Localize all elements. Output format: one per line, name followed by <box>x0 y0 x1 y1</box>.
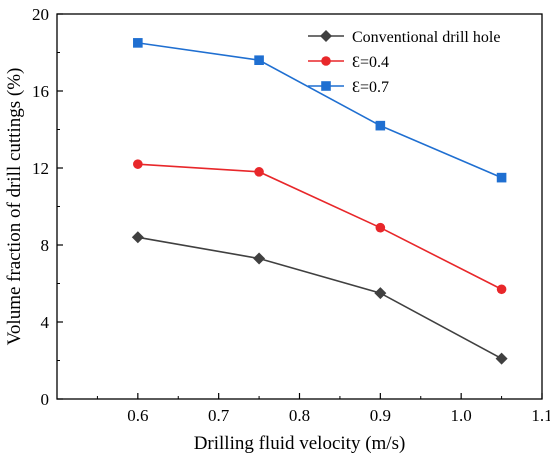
data-point <box>375 222 386 233</box>
series-1 <box>131 231 508 365</box>
data-point <box>131 231 144 244</box>
legend-item: Conventional drill hole <box>308 29 500 46</box>
data-point <box>496 172 507 183</box>
legend-label: Conventional drill hole <box>352 29 500 46</box>
legend-marker <box>321 81 331 91</box>
series-group <box>131 38 508 365</box>
x-tick-label: 0.6 <box>127 406 148 425</box>
data-point <box>253 252 266 265</box>
series-line <box>137 236 502 360</box>
legend-marker <box>320 30 332 42</box>
x-tick-label: 0.8 <box>289 406 310 425</box>
legend-label: Ɛ=0.4 <box>352 54 389 71</box>
legend-label: Ɛ=0.7 <box>352 79 389 96</box>
x-tick-label: 0.7 <box>208 406 230 425</box>
series-line <box>137 163 502 290</box>
y-tick-label: 8 <box>41 236 50 255</box>
y-tick-label: 20 <box>32 5 49 24</box>
x-tick-label: 1.0 <box>451 406 472 425</box>
data-point <box>133 38 143 48</box>
series-line <box>137 42 502 179</box>
y-axis-title: Volume fraction of drill cuttings (%) <box>4 68 25 346</box>
x-tick-label: 1.1 <box>531 406 550 425</box>
data-point <box>495 352 508 365</box>
data-point <box>375 120 386 131</box>
data-point <box>374 287 387 300</box>
series-3 <box>133 38 507 183</box>
legend-item: Ɛ=0.7 <box>308 79 389 96</box>
legend: Conventional drill hole Ɛ=0.4 Ɛ=0.7 <box>308 29 500 96</box>
y-tick-label: 4 <box>41 313 50 332</box>
y-tick-label: 0 <box>41 390 50 409</box>
data-point <box>254 55 264 65</box>
legend-marker <box>321 56 331 66</box>
series-2 <box>133 159 507 295</box>
y-tick-label: 16 <box>32 82 49 101</box>
data-point <box>133 159 143 169</box>
data-point <box>496 284 507 295</box>
legend-item: Ɛ=0.4 <box>308 54 389 71</box>
y-tick-label: 12 <box>32 159 49 178</box>
data-point <box>254 167 264 177</box>
x-axis-title: Drilling fluid velocity (m/s) <box>194 433 406 454</box>
x-tick-label: 0.9 <box>370 406 391 425</box>
axis-ticks: 0.6 0.7 0.8 0.9 1.0 1.1 0 4 8 12 16 20 <box>32 5 550 425</box>
